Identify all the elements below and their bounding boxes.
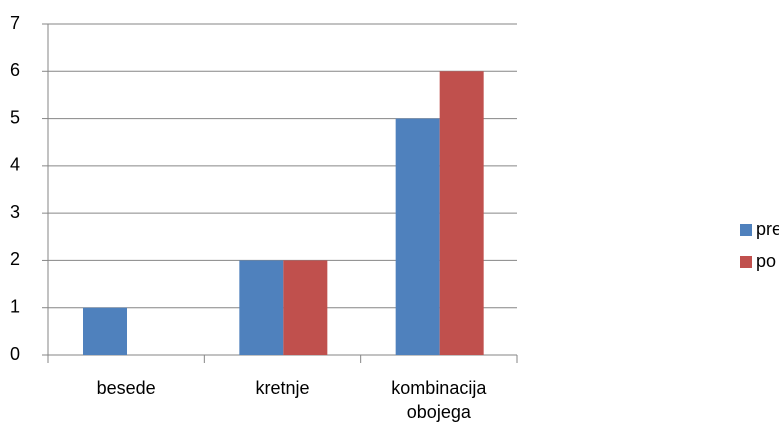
bar: [239, 260, 284, 355]
legend-label: pred predavanjem: [756, 219, 779, 239]
bar: [83, 307, 127, 355]
y-tick-label: 5: [10, 107, 20, 127]
y-tick-label: 6: [10, 60, 20, 80]
x-tick-label: kombinacija obojega: [391, 378, 487, 422]
legend-label: po predavanju: [756, 251, 779, 271]
y-tick-label: 4: [10, 155, 20, 175]
legend-swatch: [740, 256, 752, 268]
bar: [439, 71, 484, 356]
x-tick-label: kretnje: [255, 378, 310, 398]
y-tick-label: 2: [10, 249, 20, 269]
y-tick-label: 0: [10, 344, 20, 364]
bar: [283, 260, 328, 355]
y-tick-label: 7: [10, 13, 20, 33]
bar: [395, 118, 440, 355]
y-tick-label: 1: [10, 296, 20, 316]
legend-swatch: [740, 224, 752, 236]
x-tick-label: besede: [96, 378, 156, 398]
y-tick-label: 3: [10, 202, 20, 222]
